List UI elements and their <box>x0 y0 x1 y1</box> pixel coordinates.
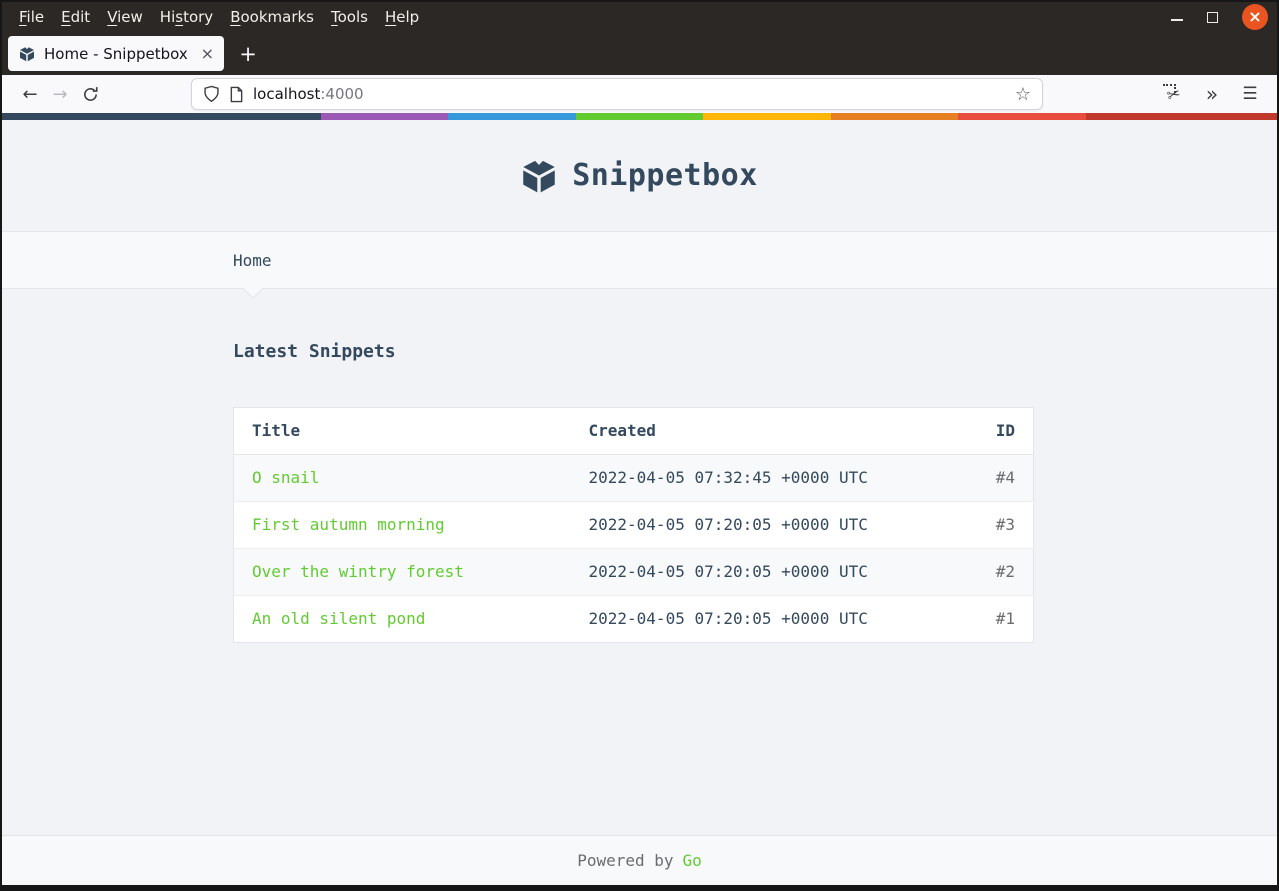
header-row: Title Created ID <box>233 408 1034 455</box>
menubar-item-help[interactable]: Help <box>384 8 420 26</box>
tab-bar: Home - Snippetbox × + <box>2 32 1277 75</box>
favicon-box-icon <box>19 46 35 62</box>
back-icon[interactable]: ← <box>22 83 38 105</box>
snippet-title-cell: An old silent pond <box>234 596 571 643</box>
window-controls: × <box>1171 2 1268 32</box>
menubar-item-bookmarks[interactable]: Bookmarks <box>230 8 314 26</box>
snippet-title-cell: First autumn morning <box>234 502 571 549</box>
url-host: localhost <box>253 85 321 103</box>
menubar-item-view[interactable]: View <box>107 8 143 26</box>
tab-close-icon[interactable]: × <box>200 43 214 63</box>
snippetbox-logo-icon[interactable] <box>521 158 557 194</box>
table-row: O snail 2022-04-05 07:32:45 +0000 UTC #4 <box>233 454 1034 502</box>
snippet-created-cell: 2022-04-05 07:20:05 +0000 UTC <box>588 609 868 628</box>
snippet-link[interactable]: O snail <box>252 468 320 487</box>
footer-text: Powered by <box>577 851 674 870</box>
scissors-icon: ✂ <box>1165 83 1183 105</box>
snippet-link[interactable]: First autumn morning <box>252 515 445 534</box>
snippet-id-cell: #4 <box>995 468 1015 487</box>
close-window-icon[interactable]: × <box>1242 4 1268 30</box>
table-header: Title Created ID <box>233 408 1034 455</box>
snippet-link[interactable]: An old silent pond <box>252 609 426 628</box>
overflow-chevron-icon[interactable]: » <box>1205 82 1219 106</box>
menubar: File Edit View History Bookmarks Tools Help × <box>2 2 1277 32</box>
snippet-id-cell: #3 <box>995 515 1015 534</box>
menubar-item-edit[interactable]: Edit <box>61 8 91 26</box>
snippets-table: Title Created ID O snail 2022-04-05 07:32… <box>233 407 1034 643</box>
snippet-id-cell: #1 <box>995 609 1015 628</box>
forward-icon: → <box>52 83 68 105</box>
url-bar[interactable]: localhost:4000 ☆ <box>191 78 1043 110</box>
page-viewport: Snippetbox Home Latest Snippets Title Cr… <box>2 120 1277 885</box>
snippet-title-cell: O snail <box>234 455 571 502</box>
snippet-title-cell: Over the wintry forest <box>234 549 571 596</box>
navigation-toolbar: ← → localhost:4000 ☆ <box>2 75 1277 113</box>
browser-tab[interactable]: Home - Snippetbox × <box>8 36 224 71</box>
site-nav: Home <box>2 231 1277 299</box>
maximize-icon[interactable] <box>1207 11 1218 23</box>
nav-home-link[interactable]: Home <box>233 250 272 270</box>
header-gradient-stripe <box>2 113 1277 120</box>
site-header: Snippetbox <box>2 120 1277 231</box>
dotted-outline <box>1163 84 1176 93</box>
stripe-segment <box>448 113 576 120</box>
screenshot-icon[interactable]: ✂ <box>1160 80 1188 108</box>
shield-icon[interactable] <box>203 85 220 103</box>
stripe-segment <box>703 113 831 120</box>
minimize-icon[interactable] <box>1171 19 1183 21</box>
footer-go-link[interactable]: Go <box>682 851 702 870</box>
snippet-created-cell: 2022-04-05 07:20:05 +0000 UTC <box>588 515 868 534</box>
snippet-id-cell: #2 <box>995 562 1015 581</box>
stripe-segment <box>830 113 959 120</box>
snippet-created-cell: 2022-04-05 07:20:05 +0000 UTC <box>588 562 868 581</box>
stripe-segment <box>320 113 449 120</box>
reload-icon[interactable] <box>75 79 105 109</box>
stripe-segment <box>958 113 1086 120</box>
snippet-created-cell: 2022-04-05 07:32:45 +0000 UTC <box>588 468 868 487</box>
tab-title: Home - Snippetbox <box>44 44 188 63</box>
snippet-link[interactable]: Over the wintry forest <box>252 562 464 581</box>
menubar-item-history[interactable]: History <box>159 8 214 26</box>
url-port: :4000 <box>320 85 364 103</box>
toolbar-right-icons: ✂ » ☰ <box>1160 80 1264 108</box>
page-info-icon[interactable] <box>229 86 244 103</box>
menubar-item-file[interactable]: File <box>19 8 45 26</box>
table-row: An old silent pond 2022-04-05 07:20:05 +0… <box>234 596 1034 643</box>
table-row: First autumn morning 2022-04-05 07:20:05 … <box>233 502 1034 549</box>
stripe-segment <box>1085 113 1277 120</box>
table-row: Over the wintry forest 2022-04-05 07:20:0… <box>233 548 1034 596</box>
site-footer: Powered by Go <box>2 835 1277 885</box>
bookmark-star-icon[interactable]: ☆ <box>1014 83 1031 105</box>
stripe-segment <box>2 113 321 120</box>
menubar-item-tools[interactable]: Tools <box>331 8 368 26</box>
stripe-segment <box>575 113 704 120</box>
main-content: Latest Snippets Title Created ID O snail… <box>2 289 1277 835</box>
menubar-items: File Edit View History Bookmarks Tools Help <box>14 8 431 26</box>
snippets-table-body: O snail 2022-04-05 07:32:45 +0000 UTC #4 Fi… <box>233 454 1034 643</box>
column-header-title: Title <box>252 421 301 440</box>
column-header-created: Created <box>588 421 656 440</box>
new-tab-icon[interactable]: + <box>239 42 257 66</box>
site-title[interactable]: Snippetbox <box>572 158 758 193</box>
column-header-id: ID <box>995 421 1015 440</box>
hamburger-menu-icon[interactable]: ☰ <box>1242 84 1258 104</box>
page-heading: Latest Snippets <box>233 341 396 362</box>
url-text: localhost:4000 <box>253 85 364 103</box>
